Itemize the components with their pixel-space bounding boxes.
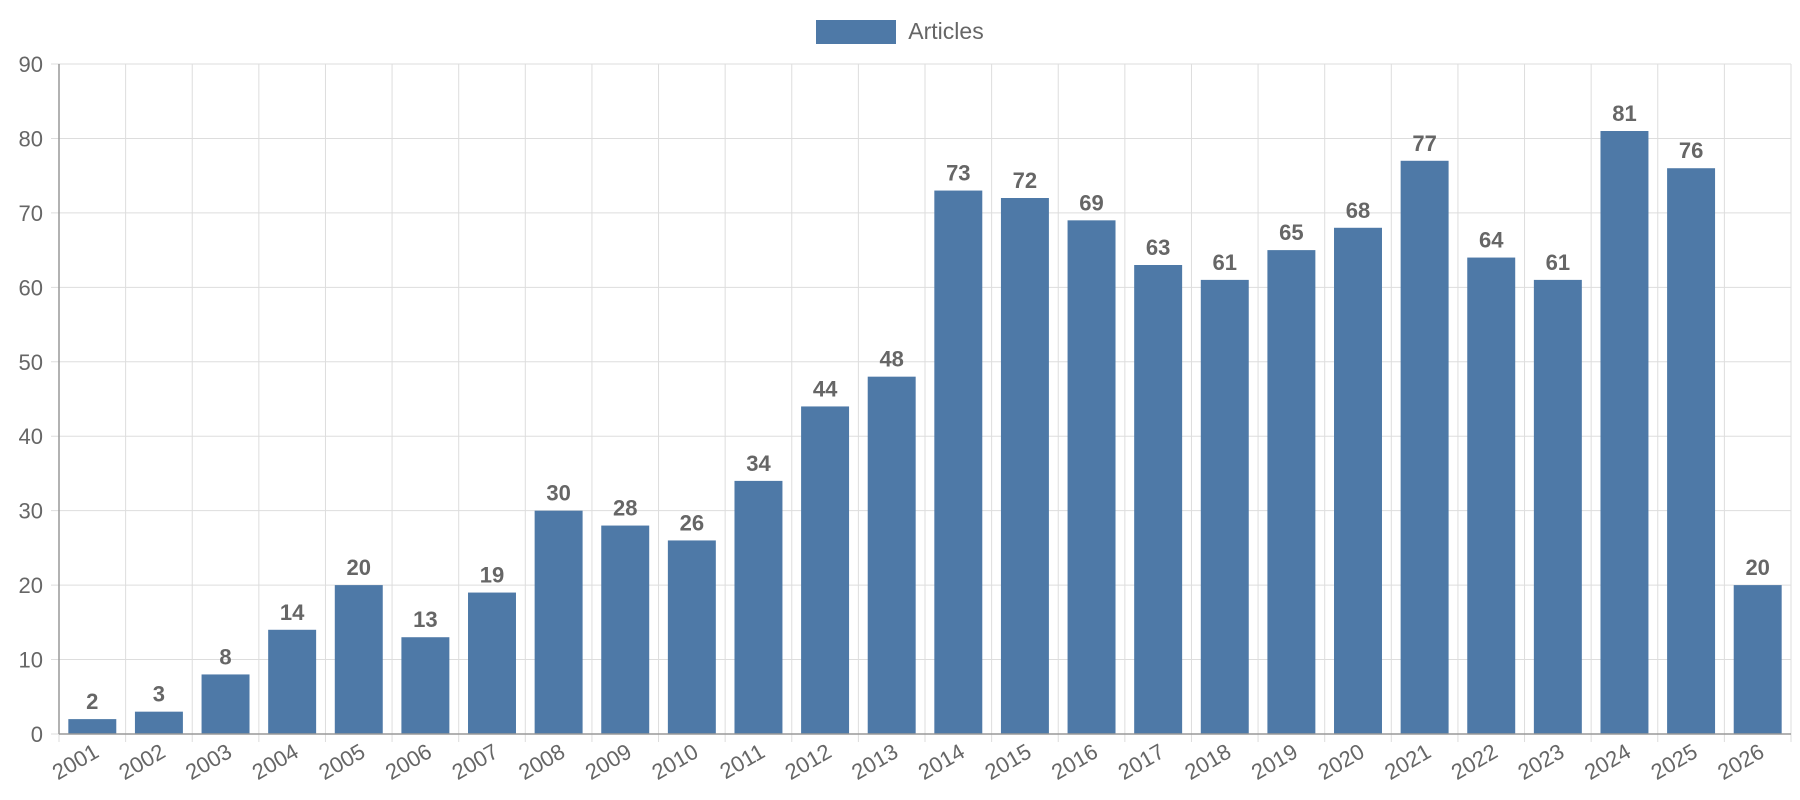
bar-2012[interactable] xyxy=(801,406,850,734)
legend-label-articles: Articles xyxy=(908,18,984,44)
data-label-2020: 68 xyxy=(1346,198,1370,223)
grid-layer xyxy=(51,63,1792,742)
x-tick-label-2001: 2001 xyxy=(48,739,103,785)
data-label-2016: 69 xyxy=(1079,190,1103,215)
x-tick-label-2025: 2025 xyxy=(1647,739,1702,785)
bar-2016[interactable] xyxy=(1067,220,1116,735)
data-label-2024: 81 xyxy=(1612,101,1636,126)
x-tick-label-2015: 2015 xyxy=(981,739,1036,785)
bar-2021[interactable] xyxy=(1400,160,1449,734)
x-tick-label-2013: 2013 xyxy=(847,739,902,785)
bar-2017[interactable] xyxy=(1134,265,1183,734)
x-tick-label-2006: 2006 xyxy=(381,739,436,785)
x-tick-label-2010: 2010 xyxy=(647,739,702,785)
data-label-2005: 20 xyxy=(347,555,371,580)
bar-2025[interactable] xyxy=(1667,168,1716,734)
x-tick-label-2011: 2011 xyxy=(715,739,768,784)
bar-2007[interactable] xyxy=(468,592,516,734)
data-label-2011: 34 xyxy=(746,451,771,476)
y-tick-label: 80 xyxy=(19,126,43,151)
x-tick-label-2002: 2002 xyxy=(115,739,170,785)
y-tick-label: 0 xyxy=(31,722,43,747)
data-label-2014: 73 xyxy=(946,161,970,186)
bar-2004[interactable] xyxy=(268,629,317,734)
x-tick-label-2026: 2026 xyxy=(1713,739,1768,785)
bar-2020[interactable] xyxy=(1334,227,1382,734)
bar-layer xyxy=(68,131,1782,735)
x-tick-label-2017: 2017 xyxy=(1114,739,1169,785)
x-tick-label-2014: 2014 xyxy=(914,739,969,785)
data-label-2017: 63 xyxy=(1146,235,1170,260)
data-label-2001: 2 xyxy=(86,689,98,714)
bar-2014[interactable] xyxy=(934,190,983,735)
bar-2010[interactable] xyxy=(667,540,716,734)
x-tick-label-2018: 2018 xyxy=(1180,739,1235,785)
bar-2015[interactable] xyxy=(1000,198,1049,734)
data-label-2002: 3 xyxy=(153,682,165,707)
x-tick-label-2009: 2009 xyxy=(581,739,636,785)
x-tick-label-2024: 2024 xyxy=(1580,739,1635,785)
y-tick-label: 40 xyxy=(19,424,43,449)
bar-2002[interactable] xyxy=(134,711,183,734)
bar-2008[interactable] xyxy=(534,510,583,734)
x-tick-label-2022: 2022 xyxy=(1447,739,1502,785)
y-tick-label: 20 xyxy=(19,573,43,598)
x-tick-label-2003: 2003 xyxy=(181,739,236,785)
data-label-2023: 61 xyxy=(1546,250,1570,275)
data-label-2018: 61 xyxy=(1213,250,1237,275)
y-tick-label: 70 xyxy=(19,201,43,226)
data-label-2009: 28 xyxy=(613,496,637,521)
bar-2009[interactable] xyxy=(601,525,650,734)
bar-2005[interactable] xyxy=(334,585,383,734)
bar-2023[interactable] xyxy=(1533,279,1582,734)
data-label-2013: 48 xyxy=(879,347,903,372)
data-label-2003: 8 xyxy=(219,644,231,669)
data-label-2015: 72 xyxy=(1013,168,1037,193)
x-tick-label-2023: 2023 xyxy=(1513,739,1568,785)
data-label-2007: 19 xyxy=(480,563,504,588)
y-tick-label: 50 xyxy=(19,350,43,375)
bar-2019[interactable] xyxy=(1267,250,1316,734)
bar-2011[interactable] xyxy=(734,480,783,734)
data-label-2010: 26 xyxy=(680,510,704,535)
x-tick-label-2005: 2005 xyxy=(314,739,369,785)
bar-2018[interactable] xyxy=(1200,279,1249,734)
x-tick-label-2007: 2007 xyxy=(448,739,503,785)
x-tick-label-2012: 2012 xyxy=(781,739,836,785)
x-tick-label-2004: 2004 xyxy=(248,739,303,785)
data-label-2006: 13 xyxy=(413,607,437,632)
y-tick-label: 30 xyxy=(19,499,43,524)
legend-swatch-articles xyxy=(816,19,897,44)
bar-2006[interactable] xyxy=(401,637,450,734)
bar-2022[interactable] xyxy=(1467,257,1516,734)
bar-2013[interactable] xyxy=(867,376,916,734)
y-tick-label: 10 xyxy=(19,648,43,673)
data-label-2019: 65 xyxy=(1279,220,1303,245)
x-tick-label-2020: 2020 xyxy=(1314,739,1369,785)
x-tick-label-2019: 2019 xyxy=(1247,739,1302,785)
data-label-2004: 14 xyxy=(280,600,305,625)
x-tick-label-2008: 2008 xyxy=(514,739,569,785)
y-tick-label: 60 xyxy=(19,275,43,300)
legend: Articles xyxy=(0,18,1800,45)
bar-2003[interactable] xyxy=(201,674,250,734)
data-label-2022: 64 xyxy=(1479,228,1504,253)
bar-2026[interactable] xyxy=(1733,585,1782,734)
data-label-2012: 44 xyxy=(813,376,838,401)
x-tick-label-2016: 2016 xyxy=(1047,739,1102,785)
data-label-2008: 30 xyxy=(546,481,570,506)
bar-2024[interactable] xyxy=(1600,131,1649,734)
data-label-layer: 2 3 8 14 20 13 19 30 28 26 34 44 48 73 72 69 63 61 65 68 77 6… xyxy=(86,101,1770,714)
x-tick-label-2021: 2021 xyxy=(1380,739,1435,785)
data-label-2025: 76 xyxy=(1679,138,1703,163)
data-label-2021: 77 xyxy=(1412,131,1436,156)
data-label-2026: 20 xyxy=(1745,555,1769,580)
bar-2001[interactable] xyxy=(68,719,117,734)
y-tick-label: 90 xyxy=(19,52,43,77)
